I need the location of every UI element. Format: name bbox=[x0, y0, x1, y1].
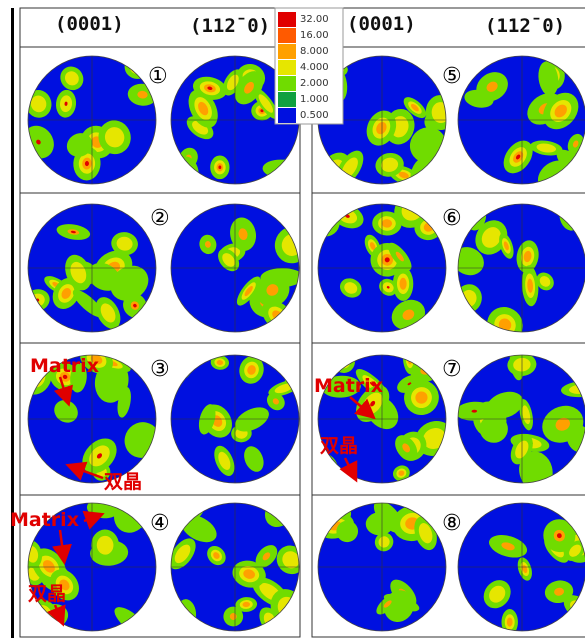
legend-label: 8.000 bbox=[300, 46, 329, 57]
legend-swatch bbox=[278, 44, 296, 59]
header: (0001) bbox=[347, 13, 416, 35]
panel-number: ⑤ bbox=[442, 64, 462, 89]
panel-number: ④ bbox=[150, 511, 170, 536]
legend-label: 0.500 bbox=[300, 110, 329, 121]
legend-swatch bbox=[278, 92, 296, 107]
panel-number: ⑦ bbox=[442, 357, 462, 382]
legend-label: 4.000 bbox=[300, 62, 329, 73]
panel-number: ⑧ bbox=[442, 511, 462, 536]
legend-swatch bbox=[278, 28, 296, 43]
twin-label: 双晶 bbox=[28, 583, 66, 605]
matrix-label: Matrix bbox=[30, 355, 99, 377]
legend-label: 32.00 bbox=[300, 14, 329, 25]
panel-number: ② bbox=[150, 206, 170, 231]
panel-number: ⑥ bbox=[442, 206, 462, 231]
header: (112̄ 0) bbox=[485, 15, 565, 37]
contour bbox=[507, 617, 513, 626]
left-border bbox=[11, 8, 14, 638]
legend-swatch bbox=[278, 12, 296, 27]
legend: 32.00 16.00 8.000 4.000 2.000 1.000 0.500 bbox=[275, 8, 343, 124]
legend-label: 16.00 bbox=[300, 30, 329, 41]
matrix-label: Matrix bbox=[314, 375, 383, 397]
legend-swatch bbox=[278, 108, 296, 123]
panel-number: ③ bbox=[150, 357, 170, 382]
header: (0001) bbox=[55, 13, 124, 35]
legend-swatch bbox=[278, 76, 296, 91]
contour bbox=[399, 278, 406, 290]
matrix-label: Matrix bbox=[10, 509, 79, 531]
legend-label: 1.000 bbox=[300, 94, 329, 105]
header: (112̄ 0) bbox=[190, 15, 270, 37]
legend-label: 2.000 bbox=[300, 78, 329, 89]
legend-swatch bbox=[278, 60, 296, 75]
twin-label: 双晶 bbox=[320, 435, 358, 457]
panel-number: ① bbox=[148, 64, 168, 89]
twin-label: 双晶 bbox=[104, 471, 142, 493]
figure: (0001) (112̄ 0) (0001) (112̄ 0) 32.00 16.… bbox=[0, 0, 585, 638]
